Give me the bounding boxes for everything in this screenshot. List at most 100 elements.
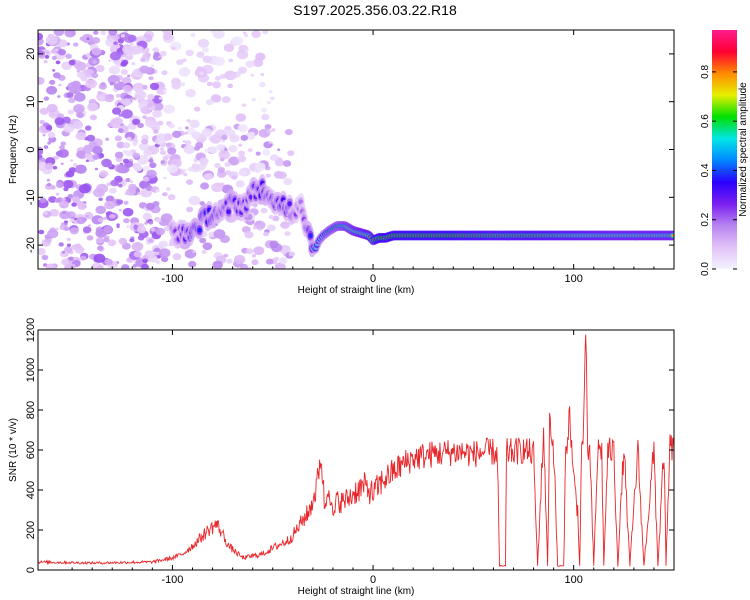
ridge-peak <box>510 234 515 237</box>
ridge-body <box>293 209 299 220</box>
noise-speckle <box>184 249 197 259</box>
noise-speckle <box>135 222 140 226</box>
noise-speckle <box>43 125 50 130</box>
noise-speckle <box>113 41 118 46</box>
noise-speckle <box>147 219 153 224</box>
ridge-peak <box>589 234 594 237</box>
ridge-halo <box>431 230 440 241</box>
ridge-body <box>331 224 338 230</box>
noise-speckle <box>123 44 131 50</box>
ridge-peak <box>290 212 295 218</box>
ridge-body <box>246 188 253 199</box>
ridge-body <box>463 232 470 239</box>
ridge-body <box>235 206 242 217</box>
noise-speckle <box>252 58 264 67</box>
noise-speckle <box>226 258 233 264</box>
ridge-body <box>199 209 206 220</box>
ridge-body <box>602 232 609 239</box>
noise-speckle <box>191 131 202 140</box>
noise-speckle <box>38 157 46 163</box>
ridge-peak <box>184 229 190 234</box>
ridge-body <box>557 232 564 239</box>
ridge-halo <box>643 230 652 241</box>
ridge-body <box>347 226 354 232</box>
noise-speckle <box>100 82 106 87</box>
ridge-halo <box>373 233 382 244</box>
noise-speckle <box>218 150 230 160</box>
ridge-halo <box>574 230 583 241</box>
noise-speckle <box>148 76 154 81</box>
noise-speckle <box>91 37 101 44</box>
ridge-peak <box>250 183 255 189</box>
ridge-peak <box>537 234 543 237</box>
noise-speckle <box>136 167 144 173</box>
ridge-halo <box>412 230 421 241</box>
noise-speckle <box>159 50 167 57</box>
noise-speckle <box>128 185 140 195</box>
noise-speckle <box>264 165 271 171</box>
ridge-body <box>482 232 489 239</box>
noise-speckle <box>48 136 57 143</box>
noise-speckle <box>238 44 249 53</box>
ridge-body <box>620 232 627 239</box>
ridge-peak <box>638 234 644 237</box>
ridge-halo <box>327 224 336 235</box>
ridge-peak <box>608 234 613 237</box>
noise-speckle <box>254 162 266 171</box>
noise-speckle <box>57 95 61 98</box>
noise-speckle <box>59 250 69 258</box>
ridge-peak <box>524 234 530 237</box>
ridge-halo <box>439 230 448 241</box>
noise-speckle <box>129 222 142 232</box>
noise-speckle <box>82 226 92 234</box>
ridge-peak <box>443 234 448 237</box>
ridge-halo <box>340 221 349 231</box>
noise-speckle <box>233 259 243 268</box>
ridge-halo <box>208 208 217 227</box>
ridge-peak <box>192 224 198 229</box>
ridge-body <box>500 232 507 239</box>
noise-speckle <box>123 200 129 205</box>
noise-speckle <box>153 51 160 57</box>
ridge-peak <box>661 234 666 237</box>
noise-speckle <box>145 218 152 224</box>
noise-speckle <box>76 216 86 225</box>
ridge-body <box>567 232 574 239</box>
noise-speckle <box>162 33 175 44</box>
noise-speckle <box>127 98 134 104</box>
noise-speckle <box>253 246 265 256</box>
ridge-peak <box>330 227 336 230</box>
noise-speckle <box>94 167 98 171</box>
noise-speckle <box>70 260 74 264</box>
noise-speckle <box>69 227 79 235</box>
ridge-body <box>469 232 476 239</box>
noise-speckle <box>38 154 43 160</box>
noise-speckle <box>285 206 290 211</box>
ridge-body <box>589 232 596 239</box>
ridge-body <box>328 226 335 232</box>
noise-speckle <box>113 81 125 91</box>
ridge-halo <box>276 198 284 217</box>
noise-speckle <box>107 162 113 167</box>
ridge-peak <box>244 206 249 211</box>
ridge-body <box>350 228 357 234</box>
snr-y-tick-label: 600 <box>25 441 37 459</box>
ridge-body <box>522 232 529 239</box>
ridge-peak <box>603 234 608 237</box>
ridge-body <box>606 232 612 239</box>
ridge-halo <box>539 230 548 241</box>
noise-speckle <box>95 64 105 73</box>
ridge-body <box>495 232 502 239</box>
noise-speckle <box>83 144 94 154</box>
ridge-body <box>625 232 632 239</box>
noise-speckle <box>66 243 71 247</box>
ridge-halo <box>255 180 264 199</box>
spectrogram-y-tick-label: 10 <box>25 96 37 108</box>
ridge-halo <box>385 231 394 242</box>
noise-speckle <box>152 201 160 207</box>
noise-speckle <box>210 94 222 103</box>
ridge-body <box>216 209 222 220</box>
noise-speckle <box>142 115 148 120</box>
spectrogram-y-tick-label: 20 <box>25 48 37 60</box>
ridge-peak <box>377 236 382 240</box>
